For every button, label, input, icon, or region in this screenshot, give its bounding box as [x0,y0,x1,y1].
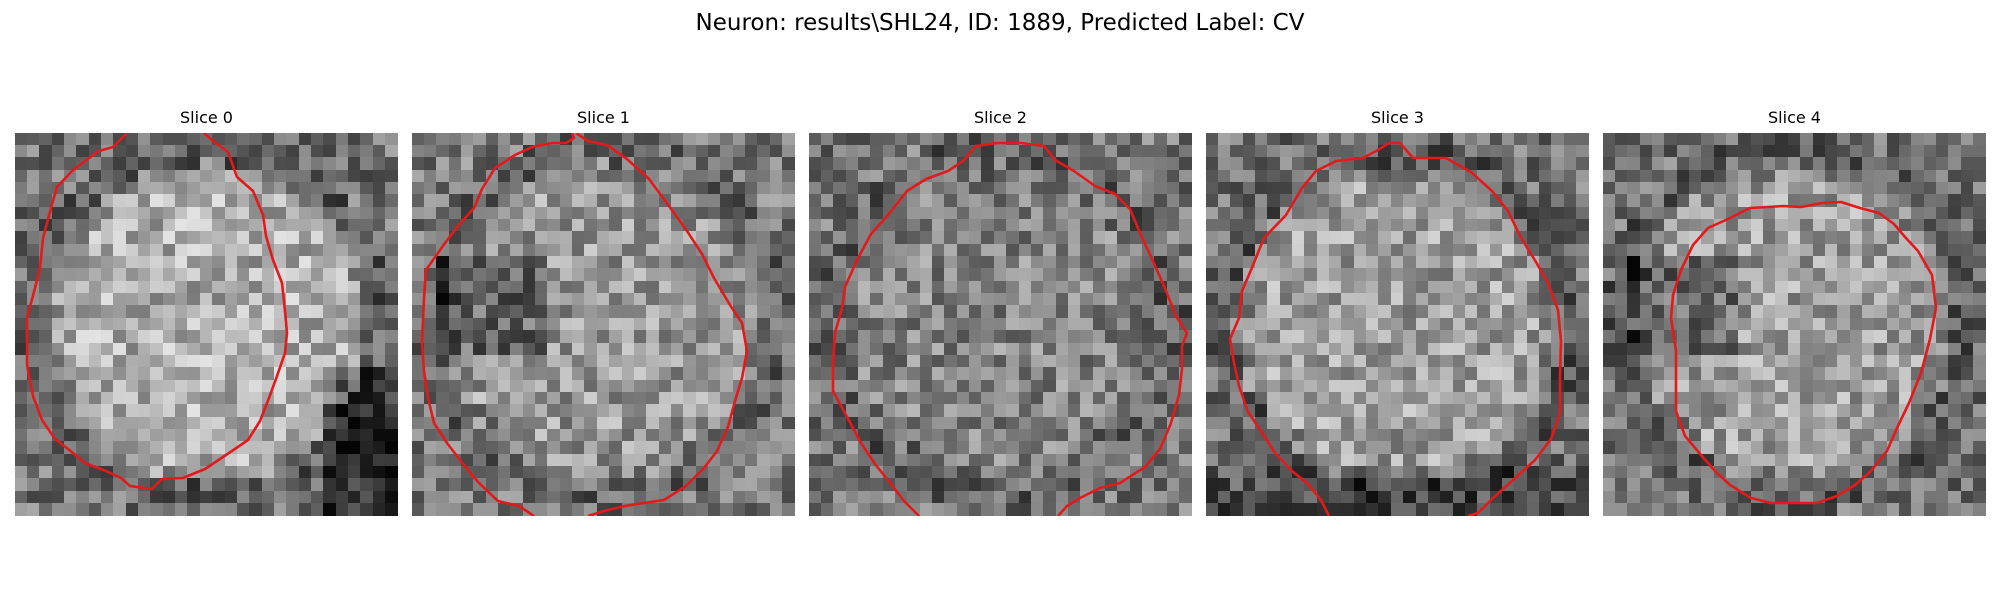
roi-contour-line [1230,143,1561,516]
roi-contour [809,133,1192,516]
slice-title: Slice 2 [809,108,1192,130]
slice-image [809,133,1192,516]
roi-contour-line [27,133,287,489]
slice-panel-1: Slice 1 [412,108,795,516]
slice-panel-4: Slice 4 [1603,108,1986,516]
slice-panel-0: Slice 0 [15,108,398,516]
slice-image [15,133,398,516]
roi-contour-line [422,133,574,516]
slice-title: Slice 1 [412,108,795,130]
slice-image [1603,133,1986,516]
roi-contour [1603,133,1986,516]
roi-contour [1206,133,1589,516]
roi-contour [412,133,795,516]
roi-contour [15,133,398,516]
slice-title: Slice 4 [1603,108,1986,130]
roi-contour-line [833,143,1187,516]
figure-title: Neuron: results\SHL24, ID: 1889, Predict… [0,8,2000,38]
slice-title: Slice 3 [1206,108,1589,130]
slice-panel-3: Slice 3 [1206,108,1589,516]
roi-contour-line [1671,202,1936,503]
slice-title: Slice 0 [15,108,398,130]
slice-image [412,133,795,516]
slice-image [1206,133,1589,516]
roi-contour-line [576,133,747,516]
slice-panel-2: Slice 2 [809,108,1192,516]
